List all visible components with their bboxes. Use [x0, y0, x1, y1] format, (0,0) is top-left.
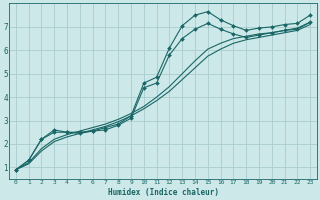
- X-axis label: Humidex (Indice chaleur): Humidex (Indice chaleur): [108, 188, 219, 197]
